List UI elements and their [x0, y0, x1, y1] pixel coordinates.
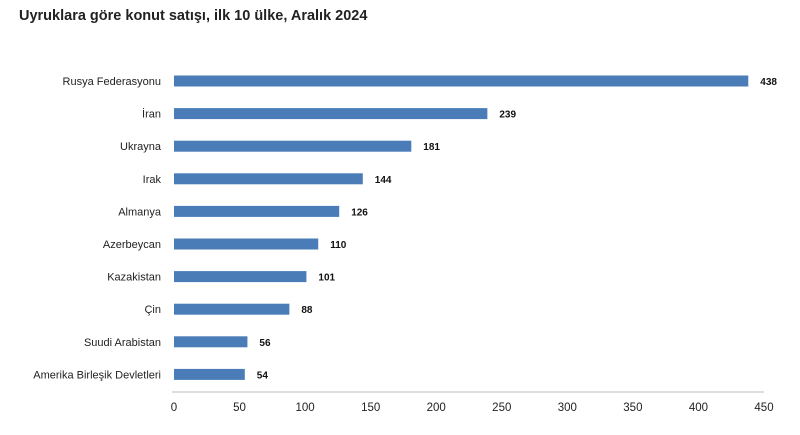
x-ticks-group: 0 50 100 150 200 250 300 350 400 450	[171, 402, 774, 414]
x-tick-label: 50	[233, 402, 246, 414]
chart-title: Uyruklara göre konut satışı, ilk 10 ülke…	[19, 8, 368, 24]
x-tick-label: 0	[171, 402, 177, 414]
category-label: Almanya	[118, 206, 162, 218]
category-label: Irak	[143, 174, 162, 186]
bar	[174, 205, 340, 217]
category-label: Rusya Federasyonu	[63, 76, 161, 88]
category-label: Amerika Birleşik Devletleri	[33, 369, 161, 381]
category-label: Ukrayna	[120, 141, 162, 153]
data-label: 101	[318, 273, 335, 284]
x-tick-label: 250	[492, 402, 511, 414]
category-label: Kazakistan	[107, 272, 161, 284]
bar	[174, 108, 488, 120]
data-label: 239	[499, 110, 516, 121]
category-label: İran	[142, 108, 161, 121]
bar	[174, 140, 412, 152]
bar	[174, 271, 307, 283]
bar	[174, 173, 363, 185]
category-label: Suudi Arabistan	[84, 337, 161, 349]
data-label: 56	[259, 338, 271, 349]
category-label: Çin	[144, 304, 161, 316]
x-tick-label: 100	[296, 402, 315, 414]
bars-group: Rusya Federasyonu 438 İran 239 Ukrayna 181 Ira…	[33, 75, 777, 381]
data-label: 126	[351, 207, 368, 218]
data-label: 88	[301, 305, 313, 316]
x-tick-label: 300	[558, 402, 577, 414]
x-tick-label: 350	[623, 402, 642, 414]
bar	[174, 75, 749, 87]
bar	[174, 336, 248, 348]
x-tick-label: 400	[689, 402, 708, 414]
category-label: Azerbeycan	[103, 239, 161, 251]
bar	[174, 238, 319, 250]
x-tick-label: 150	[361, 402, 380, 414]
bar	[174, 303, 290, 315]
data-label: 144	[375, 175, 392, 186]
bar	[174, 368, 245, 380]
data-label: 181	[423, 142, 440, 153]
data-label: 438	[760, 77, 777, 88]
x-tick-label: 200	[427, 402, 446, 414]
data-label: 54	[257, 370, 269, 381]
x-tick-label: 450	[754, 402, 773, 414]
data-label: 110	[330, 240, 347, 251]
